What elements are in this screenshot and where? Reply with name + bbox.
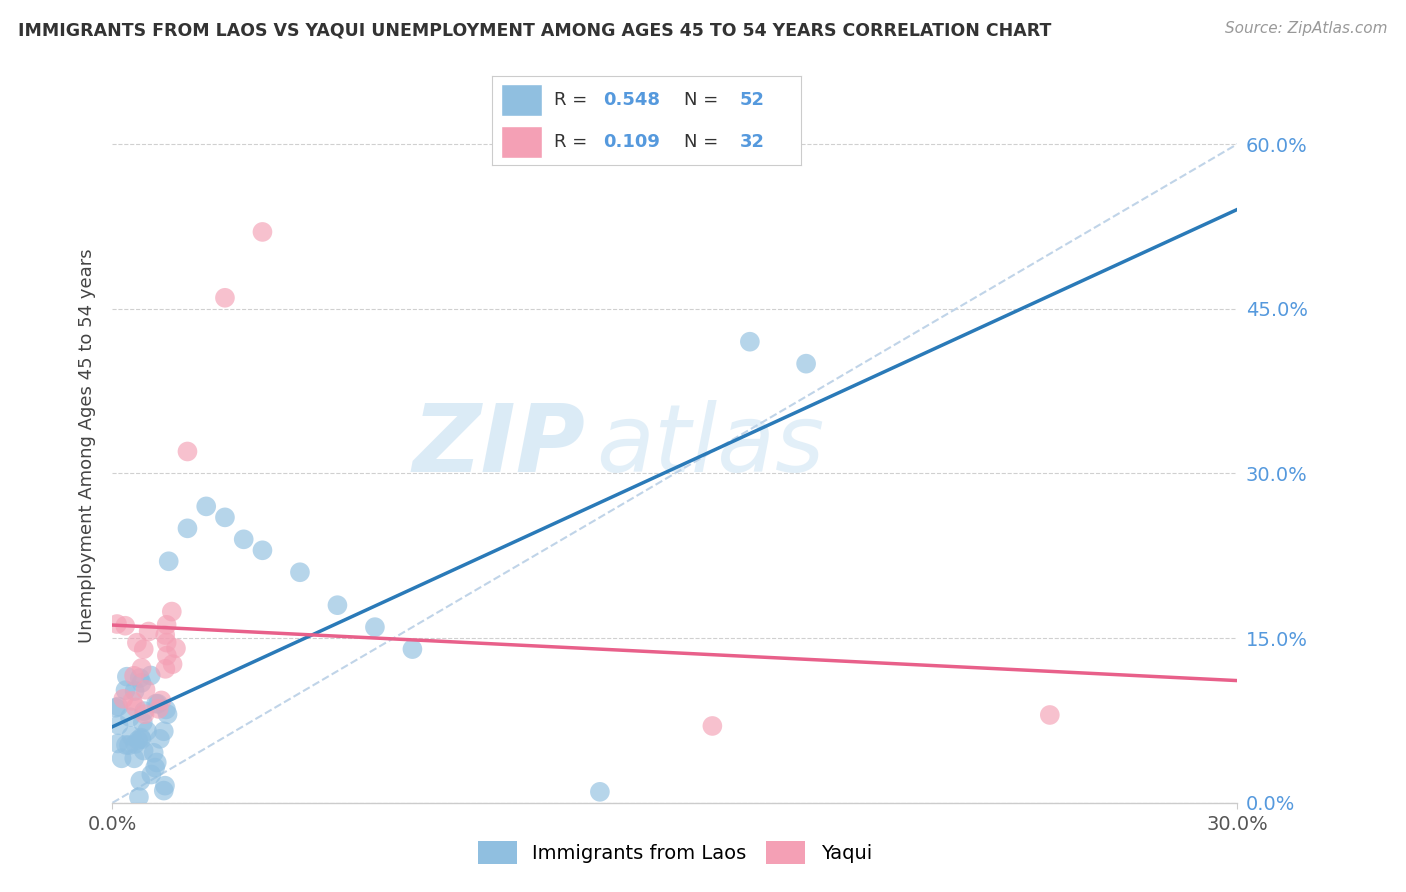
- Text: atlas: atlas: [596, 401, 824, 491]
- Text: N =: N =: [683, 133, 724, 151]
- Point: [165, 641, 187, 656]
- Point: [114, 683, 136, 698]
- Point: [105, 617, 128, 632]
- FancyBboxPatch shape: [502, 84, 541, 116]
- Point: [160, 605, 183, 619]
- Point: [104, 700, 127, 714]
- Point: [153, 779, 176, 793]
- Point: [142, 746, 165, 760]
- Text: 0.109: 0.109: [603, 133, 661, 151]
- Point: [114, 618, 136, 632]
- Text: Source: ZipAtlas.com: Source: ZipAtlas.com: [1225, 21, 1388, 37]
- Point: [107, 718, 129, 732]
- Point: [148, 702, 170, 716]
- Point: [176, 444, 198, 458]
- Point: [132, 715, 155, 730]
- Point: [124, 700, 146, 714]
- Point: [112, 691, 135, 706]
- Point: [145, 756, 167, 770]
- Point: [162, 657, 184, 672]
- Point: [129, 773, 152, 788]
- Point: [176, 521, 198, 535]
- Text: R =: R =: [554, 133, 593, 151]
- Point: [145, 697, 167, 711]
- Point: [129, 731, 152, 745]
- Y-axis label: Unemployment Among Ages 45 to 54 years: Unemployment Among Ages 45 to 54 years: [77, 249, 96, 643]
- Point: [156, 707, 179, 722]
- Point: [131, 732, 153, 747]
- Point: [794, 357, 817, 371]
- Point: [121, 694, 143, 708]
- Point: [118, 710, 141, 724]
- Point: [326, 598, 349, 612]
- Point: [157, 554, 180, 568]
- Point: [118, 738, 141, 752]
- Point: [107, 736, 129, 750]
- Point: [155, 662, 177, 676]
- Point: [128, 790, 150, 805]
- Point: [136, 724, 159, 739]
- Point: [150, 693, 173, 707]
- Text: R =: R =: [554, 91, 593, 109]
- Point: [132, 642, 155, 657]
- Point: [127, 733, 149, 747]
- Point: [115, 738, 138, 752]
- Point: [156, 648, 179, 663]
- Point: [135, 682, 157, 697]
- Point: [141, 767, 163, 781]
- Point: [153, 724, 176, 739]
- Point: [120, 729, 142, 743]
- Text: ZIP: ZIP: [412, 400, 585, 492]
- Point: [1039, 708, 1062, 723]
- Point: [155, 702, 177, 716]
- Point: [252, 225, 274, 239]
- Point: [122, 669, 145, 683]
- Text: 32: 32: [740, 133, 765, 151]
- Point: [364, 620, 387, 634]
- Point: [152, 783, 174, 797]
- Point: [132, 743, 155, 757]
- Point: [115, 670, 138, 684]
- Point: [139, 668, 162, 682]
- Text: N =: N =: [683, 91, 724, 109]
- Point: [153, 628, 176, 642]
- Text: IMMIGRANTS FROM LAOS VS YAQUI UNEMPLOYMENT AMONG AGES 45 TO 54 YEARS CORRELATION: IMMIGRANTS FROM LAOS VS YAQUI UNEMPLOYME…: [18, 21, 1052, 39]
- Point: [401, 642, 423, 657]
- Point: [128, 671, 150, 685]
- Point: [195, 500, 218, 514]
- Point: [143, 761, 166, 775]
- Point: [214, 291, 236, 305]
- Point: [131, 676, 153, 690]
- Point: [122, 751, 145, 765]
- Point: [134, 707, 156, 722]
- Point: [156, 635, 179, 649]
- Point: [107, 699, 129, 714]
- Point: [155, 617, 177, 632]
- Point: [124, 684, 146, 698]
- Point: [288, 566, 311, 580]
- Text: 0.548: 0.548: [603, 91, 661, 109]
- Point: [738, 334, 761, 349]
- Point: [589, 785, 612, 799]
- Point: [146, 697, 169, 711]
- Point: [110, 751, 132, 765]
- Point: [702, 719, 724, 733]
- Point: [134, 704, 156, 718]
- Point: [214, 510, 236, 524]
- Legend: Immigrants from Laos, Yaqui: Immigrants from Laos, Yaqui: [470, 833, 880, 871]
- Point: [252, 543, 274, 558]
- Text: 52: 52: [740, 91, 765, 109]
- FancyBboxPatch shape: [502, 126, 541, 158]
- Point: [124, 737, 146, 751]
- Point: [149, 731, 172, 746]
- Point: [138, 624, 160, 639]
- Point: [131, 661, 153, 675]
- Point: [125, 635, 148, 649]
- Point: [232, 533, 254, 547]
